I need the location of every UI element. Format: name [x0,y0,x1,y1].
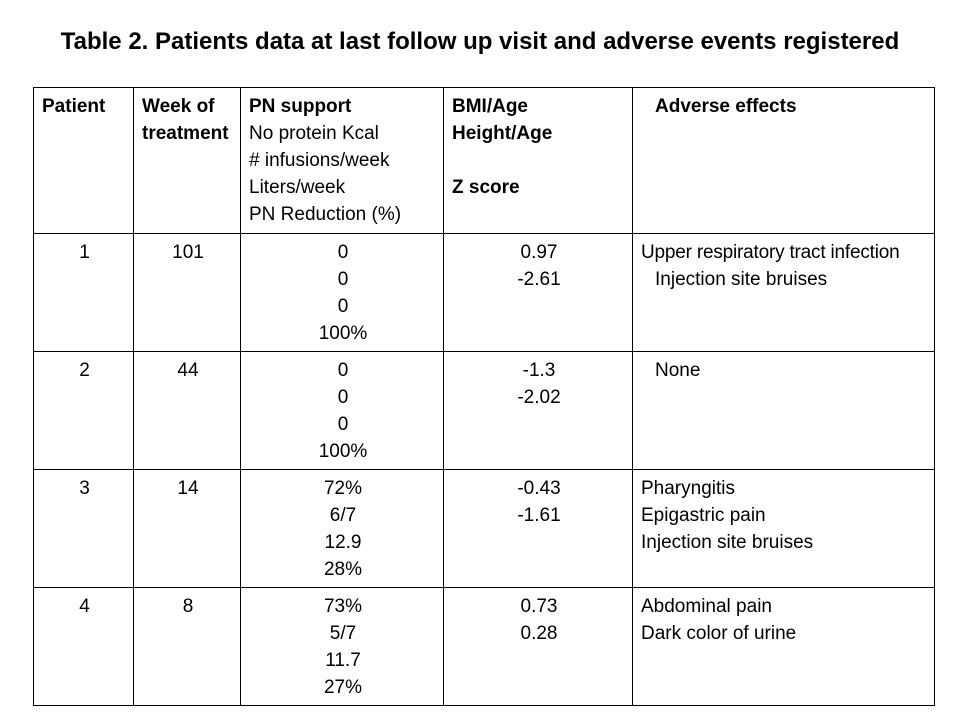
header-pn-support: PN support No protein Kcal # infusions/w… [240,87,444,234]
cell-adverse: Upper respiratory tract infection Inject… [632,233,935,352]
patients-table: Patient Week of treatment PN support No … [33,87,935,706]
header-week: Week of treatment [133,87,241,234]
cell-z-score: 0.97 -2.61 [443,233,633,352]
cell-pn: 0 0 0 100% [240,351,444,470]
cell-adverse: Pharyngitis Epigastric pain Injection si… [632,469,935,588]
table-row: 2 44 0 0 0 100% -1.3 -2.02 None [33,351,935,470]
header-patient: Patient [33,87,134,234]
cell-adverse: Abdominal pain Dark color of urine [632,587,935,706]
table-row: 1 101 0 0 0 100% 0.97 -2.61 Upper respir… [33,233,935,352]
cell-patient: 4 [33,587,134,706]
cell-pn: 72% 6/7 12.9 28% [240,469,444,588]
header-bmi-height: BMI/Age Height/Age Z score [443,87,633,234]
cell-patient: 3 [33,469,134,588]
table-row: 4 8 73% 5/7 11.7 27% 0.73 0.28 Abdominal… [33,587,935,706]
cell-week: 44 [133,351,241,470]
header-adverse-effects: Adverse effects [632,87,935,234]
cell-z-score: -0.43 -1.61 [443,469,633,588]
cell-pn: 73% 5/7 11.7 27% [240,587,444,706]
cell-week: 8 [133,587,241,706]
cell-z-score: -1.3 -2.02 [443,351,633,470]
cell-pn: 0 0 0 100% [240,233,444,352]
table-header-row: Patient Week of treatment PN support No … [33,87,935,234]
table-row: 3 14 72% 6/7 12.9 28% -0.43 -1.61 Pharyn… [33,469,935,588]
cell-week: 14 [133,469,241,588]
cell-adverse: None [632,351,935,470]
cell-patient: 2 [33,351,134,470]
cell-z-score: 0.73 0.28 [443,587,633,706]
cell-week: 101 [133,233,241,352]
table-title: Table 2. Patients data at last follow up… [60,28,900,55]
cell-patient: 1 [33,233,134,352]
